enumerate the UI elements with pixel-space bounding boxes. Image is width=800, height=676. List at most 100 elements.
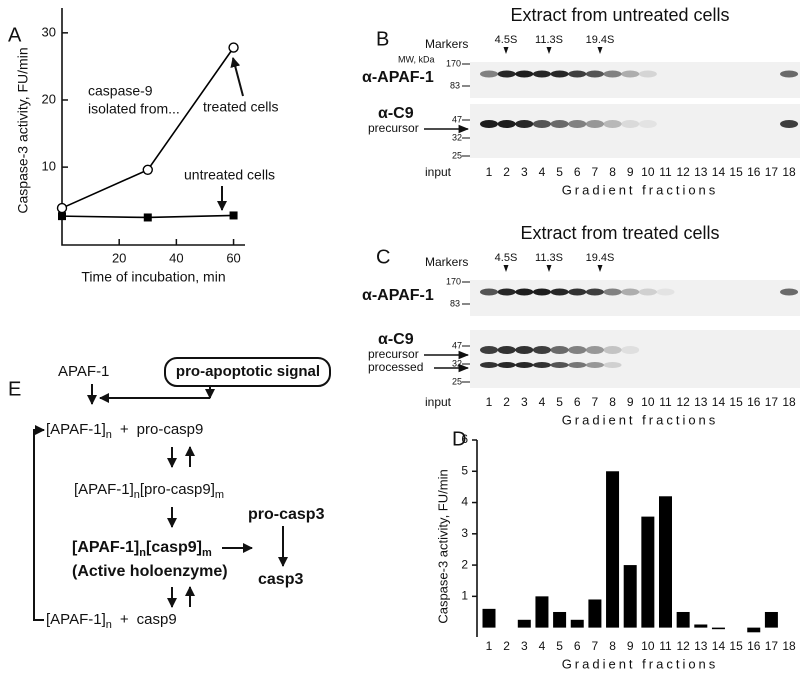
band bbox=[480, 362, 498, 368]
band bbox=[550, 120, 569, 128]
band bbox=[585, 346, 604, 354]
band bbox=[780, 288, 799, 296]
antibody-label: α-C9 bbox=[378, 331, 414, 348]
bar bbox=[553, 611, 567, 628]
diagram-node: [APAF-1]n​+pro-casp9 bbox=[46, 421, 203, 441]
x-tick-label: 15 bbox=[729, 639, 743, 653]
lane-label: 15 bbox=[729, 395, 743, 409]
lane-label: 11 bbox=[659, 165, 672, 179]
band bbox=[532, 120, 551, 128]
band bbox=[621, 70, 640, 78]
node-text: pro-casp3 bbox=[248, 506, 325, 523]
diagram-node: APAF-1 bbox=[58, 363, 109, 380]
lane-label: 17 bbox=[765, 165, 779, 179]
band bbox=[638, 288, 657, 296]
marker-arrow bbox=[546, 265, 552, 272]
band bbox=[585, 70, 604, 78]
band-label: precursor bbox=[368, 347, 419, 361]
antibody-label: α-C9 bbox=[378, 105, 414, 122]
band bbox=[480, 120, 498, 128]
mw-tick-label: 170 bbox=[446, 276, 461, 286]
blot bbox=[470, 330, 800, 388]
y-axis-title: Caspase-3 activity, FU/min bbox=[15, 47, 31, 213]
blot-title: Extract from treated cells bbox=[520, 223, 719, 243]
marker-label: 19.4S bbox=[586, 252, 615, 264]
blot-title: Extract from untreated cells bbox=[510, 5, 729, 25]
bar bbox=[676, 611, 690, 628]
blot bbox=[470, 280, 800, 316]
band bbox=[550, 362, 569, 368]
axes bbox=[61, 8, 245, 246]
point bbox=[142, 164, 153, 176]
band bbox=[497, 288, 516, 296]
band bbox=[656, 288, 675, 296]
panel-label: E bbox=[8, 378, 21, 400]
lane-label: 10 bbox=[641, 395, 655, 409]
x-tick-label: 5 bbox=[556, 639, 563, 653]
x-tick-label: 40 bbox=[169, 250, 183, 265]
lane-label: 1 bbox=[486, 395, 493, 409]
node-subscript: m bbox=[215, 489, 224, 501]
band bbox=[532, 362, 551, 368]
marker-label: 4.5S bbox=[495, 34, 518, 46]
band-label: processed bbox=[368, 360, 423, 374]
panel-label: A bbox=[8, 24, 22, 46]
lane-label: 6 bbox=[574, 165, 581, 179]
node-text: pro-casp9 bbox=[137, 421, 204, 438]
node-text: (Active holoenzyme) bbox=[72, 563, 228, 580]
node-text: [casp9] bbox=[146, 539, 202, 556]
point bbox=[229, 211, 238, 220]
mw-tick-label: 170 bbox=[446, 58, 461, 68]
annotation-arrow bbox=[230, 57, 244, 97]
lane-label: 15 bbox=[729, 165, 743, 179]
node-text: [APAF-1] bbox=[72, 539, 139, 556]
markers-label: Markers bbox=[425, 255, 468, 269]
panel-label: D bbox=[452, 428, 466, 450]
y-tick-label: 1 bbox=[461, 589, 468, 603]
diagram-node: (Active holoenzyme) bbox=[72, 563, 228, 580]
lane-label: 12 bbox=[676, 165, 690, 179]
node-text: casp9 bbox=[137, 611, 177, 628]
lane-label: 18 bbox=[782, 395, 796, 409]
band bbox=[603, 70, 622, 78]
band bbox=[585, 288, 604, 296]
x-tick-label: 7 bbox=[592, 639, 599, 653]
lane-label: 4 bbox=[539, 395, 546, 409]
y-tick-label: 3 bbox=[461, 526, 468, 540]
series-label: treated cells bbox=[203, 99, 278, 115]
lane-label: 18 bbox=[782, 165, 796, 179]
diagram-node: [APAF-1]n​[casp9]m​ bbox=[72, 539, 212, 559]
lane-label: 7 bbox=[592, 165, 599, 179]
point bbox=[143, 213, 152, 222]
bar bbox=[588, 599, 602, 628]
lane-label: 2 bbox=[503, 395, 510, 409]
x-tick-label: 60 bbox=[226, 250, 240, 265]
node-text: [APAF-1] bbox=[46, 421, 106, 438]
marker-arrow bbox=[503, 47, 509, 54]
band bbox=[585, 362, 604, 368]
band bbox=[497, 120, 516, 128]
band bbox=[497, 346, 516, 354]
node-text: [pro-casp9] bbox=[140, 481, 215, 498]
node-text: + bbox=[120, 421, 129, 438]
x-tick-label: 13 bbox=[694, 639, 708, 653]
lane-label: input bbox=[425, 165, 452, 179]
band bbox=[515, 346, 534, 354]
x-tick-label: 4 bbox=[539, 639, 546, 653]
lane-label: 17 bbox=[765, 395, 779, 409]
marker-arrow bbox=[597, 47, 603, 54]
diagram-node: [APAF-1]n​[pro-casp9]m​ bbox=[74, 481, 224, 501]
diagram-node: pro-casp3 bbox=[248, 506, 325, 523]
mw-tick-label: 47 bbox=[452, 340, 462, 350]
band bbox=[532, 70, 551, 78]
signal-box bbox=[164, 357, 331, 387]
bar bbox=[623, 565, 637, 628]
lane-label: 5 bbox=[556, 395, 563, 409]
x-axis-title: Time of incubation, min bbox=[81, 269, 225, 285]
band bbox=[603, 120, 622, 128]
lane-label: 13 bbox=[694, 165, 708, 179]
bar bbox=[606, 471, 620, 628]
lane-label: 4 bbox=[539, 165, 546, 179]
x-tick-label: 17 bbox=[765, 639, 779, 653]
